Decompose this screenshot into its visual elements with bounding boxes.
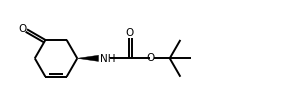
Text: O: O (18, 24, 26, 34)
Text: NH: NH (100, 54, 116, 64)
Polygon shape (77, 55, 99, 61)
Text: O: O (146, 53, 154, 63)
Text: O: O (125, 28, 134, 38)
